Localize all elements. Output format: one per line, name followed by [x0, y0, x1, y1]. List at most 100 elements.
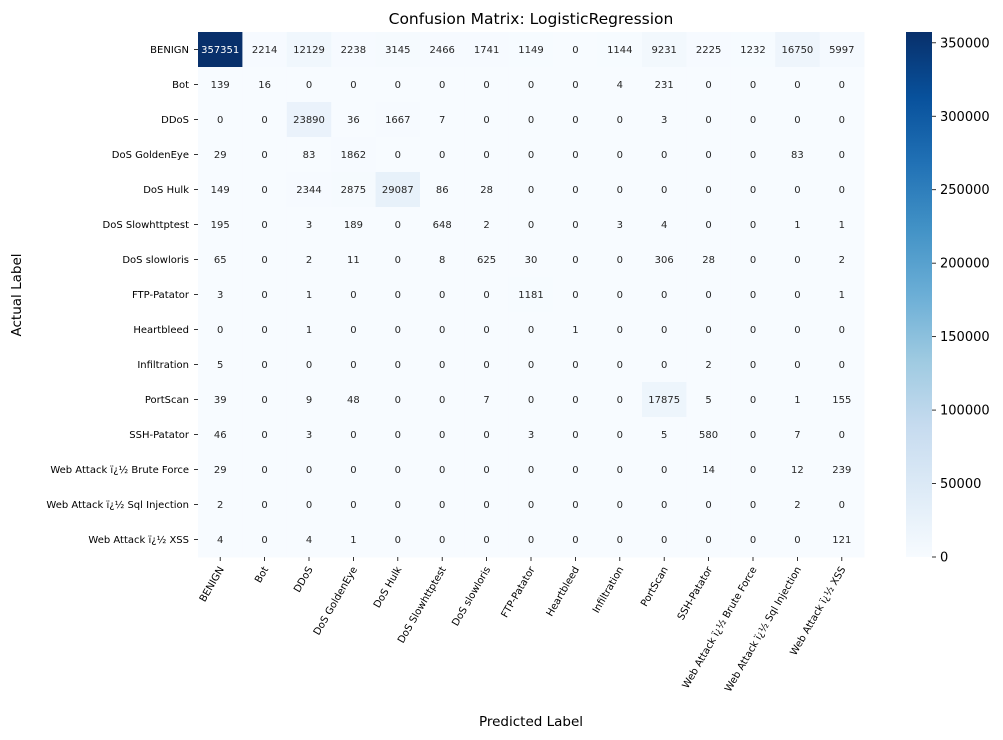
cell-value-label: 0 [750, 80, 756, 91]
heatmap-cell [464, 417, 510, 453]
cell-value-label: 0 [439, 395, 445, 406]
cell-value-label: 5 [217, 360, 223, 371]
column-label: DoS Hulk [372, 565, 405, 610]
heatmap-cell [464, 172, 510, 208]
cell-value-label: 7 [794, 430, 800, 441]
row-label: Heartbleed [133, 325, 189, 336]
heatmap-cell [597, 137, 643, 173]
row-label: DoS slowloris [122, 255, 189, 266]
heatmap-cell [642, 452, 687, 488]
cell-value-label: 0 [750, 115, 756, 126]
cell-value-label: 0 [350, 325, 356, 336]
cell-value-label: 0 [661, 185, 667, 196]
heatmap-cell [286, 347, 332, 383]
cell-value-label: 4 [617, 80, 623, 91]
cell-value-label: 0 [439, 500, 445, 511]
cell-value-label: 11 [347, 255, 360, 266]
cell-value-label: 0 [705, 150, 711, 161]
cell-value-label: 0 [439, 325, 445, 336]
heatmap-cell [597, 207, 643, 243]
cell-value-label: 1 [306, 325, 312, 336]
cell-value-label: 0 [528, 115, 534, 126]
heatmap-cell [242, 277, 288, 313]
cell-value-label: 0 [794, 535, 800, 546]
heatmap-cell [597, 312, 643, 348]
heatmap-cell [508, 277, 554, 313]
heatmap-cell [597, 487, 643, 523]
cell-value-label: 0 [395, 535, 401, 546]
cell-value-label: 0 [395, 430, 401, 441]
y-axis-label: Actual Label [9, 253, 25, 336]
cell-value-label: 0 [528, 465, 534, 476]
column-label: SSH-Patator [676, 564, 716, 622]
heatmap-cell [242, 137, 288, 173]
cell-value-label: 0 [439, 80, 445, 91]
cell-value-label: 0 [750, 395, 756, 406]
cell-value-label: 0 [483, 535, 489, 546]
heatmap-cell [375, 312, 421, 348]
heatmap-cell [686, 487, 732, 523]
cell-value-label: 0 [750, 465, 756, 476]
cell-value-label: 2214 [252, 45, 277, 56]
cell-value-label: 0 [572, 430, 578, 441]
cell-value-label: 0 [617, 395, 623, 406]
heatmap-cell [242, 32, 288, 68]
cell-value-label: 0 [617, 430, 623, 441]
heatmap-cell [331, 277, 377, 313]
cell-value-label: 29087 [382, 185, 414, 196]
heatmap-cell [198, 102, 243, 138]
heatmap-cell [464, 382, 510, 418]
cell-value-label: 0 [839, 80, 845, 91]
colorbar: 0 50000 100000 150000 200000 250000 300000 3500… [906, 32, 990, 566]
cell-value-label: 0 [306, 465, 312, 476]
heatmap-cell [775, 522, 821, 558]
row-label: DoS Hulk [143, 185, 189, 196]
heatmap-cell [642, 277, 687, 313]
cell-value-label: 0 [705, 500, 711, 511]
heatmap-cell [819, 452, 865, 488]
heatmap-cell [819, 242, 865, 278]
heatmap-cell [420, 242, 465, 278]
heatmap-cell [775, 242, 821, 278]
cell-value-label: 0 [705, 185, 711, 196]
cell-value-label: 0 [439, 430, 445, 441]
heatmap-cell [331, 32, 377, 68]
heatmap-cell [819, 347, 865, 383]
heatmap-cell [508, 102, 554, 138]
cell-value-label: 3 [528, 430, 534, 441]
heatmap-cell [508, 242, 554, 278]
heatmap-cell [420, 487, 465, 523]
heatmap-cell [464, 102, 510, 138]
heatmap-cell [420, 137, 465, 173]
heatmap-cell [420, 417, 465, 453]
heatmap-cell [508, 522, 554, 558]
heatmap-cell [331, 67, 377, 103]
cell-value-label: 0 [794, 115, 800, 126]
row-label: PortScan [145, 395, 189, 406]
cell-value-label: 2 [483, 220, 489, 231]
cell-value-label: 149 [211, 185, 230, 196]
heatmap-cell [420, 312, 465, 348]
heatmap-cell [775, 487, 821, 523]
cell-value-label: 0 [794, 325, 800, 336]
cell-value-label: 0 [306, 360, 312, 371]
colorbar-tick-label: 0 [940, 551, 948, 566]
row-label: DoS GoldenEye [112, 150, 189, 161]
cell-value-label: 0 [572, 465, 578, 476]
heatmap-cell [286, 137, 332, 173]
heatmap-cell [375, 137, 421, 173]
cell-value-label: 0 [261, 430, 267, 441]
cell-value-label: 46 [214, 430, 227, 441]
cell-value-label: 0 [572, 115, 578, 126]
heatmap-cell [553, 452, 599, 488]
cell-value-label: 357351 [201, 45, 239, 56]
cell-value-label: 648 [433, 220, 452, 231]
colorbar-tick-label: 200000 [940, 257, 990, 272]
colorbar-tick-label: 50000 [940, 477, 981, 492]
heatmap-cell [819, 172, 865, 208]
cell-value-label: 0 [395, 220, 401, 231]
cell-value-label: 7 [483, 395, 489, 406]
heatmap-cell [642, 347, 687, 383]
cell-value-label: 12129 [293, 45, 325, 56]
